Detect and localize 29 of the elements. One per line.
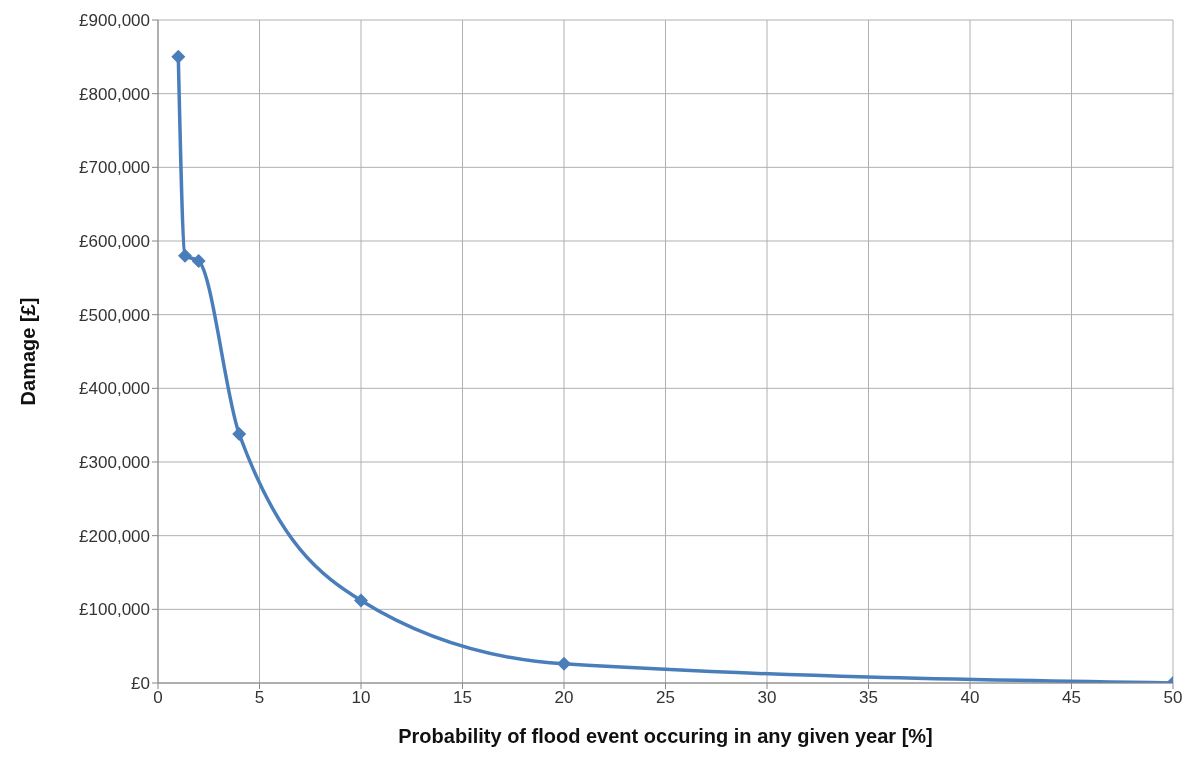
x-axis-title: Probability of flood event occuring in any given year [%]: [398, 725, 933, 747]
x-tick-label: 10: [351, 688, 371, 708]
x-tick-label: 35: [859, 688, 878, 708]
y-tick-label: £100,000: [79, 600, 150, 620]
y-tick-label: £400,000: [79, 379, 150, 399]
y-tick-label: £700,000: [79, 158, 150, 178]
x-tick-label: 5: [254, 688, 265, 708]
x-tick-label: 15: [453, 688, 472, 708]
point: [232, 427, 247, 442]
y-tick-label: £800,000: [79, 84, 150, 104]
x-tick-label: 30: [757, 688, 777, 708]
point: [354, 593, 368, 608]
point: [178, 248, 192, 263]
y-axis-title: Damage [£]: [17, 297, 40, 406]
y-tick-label: £300,000: [79, 453, 150, 473]
y-tick-label: £600,000: [79, 232, 150, 252]
x-tick-label: 50: [1163, 688, 1183, 708]
point: [171, 49, 186, 64]
y-tick-label: £200,000: [79, 526, 150, 546]
x-tick-label: 20: [554, 688, 574, 708]
point: [191, 253, 206, 268]
y-tick-label: £500,000: [79, 305, 150, 325]
y-tick-label: £900,000: [79, 11, 150, 31]
x-tick-label: 40: [960, 688, 980, 708]
y-tick-label: £0: [131, 674, 150, 694]
x-tick-label: 45: [1062, 688, 1081, 708]
point: [557, 656, 571, 671]
x-tick-label: 0: [153, 688, 163, 708]
x-tick-label: 25: [656, 688, 675, 708]
